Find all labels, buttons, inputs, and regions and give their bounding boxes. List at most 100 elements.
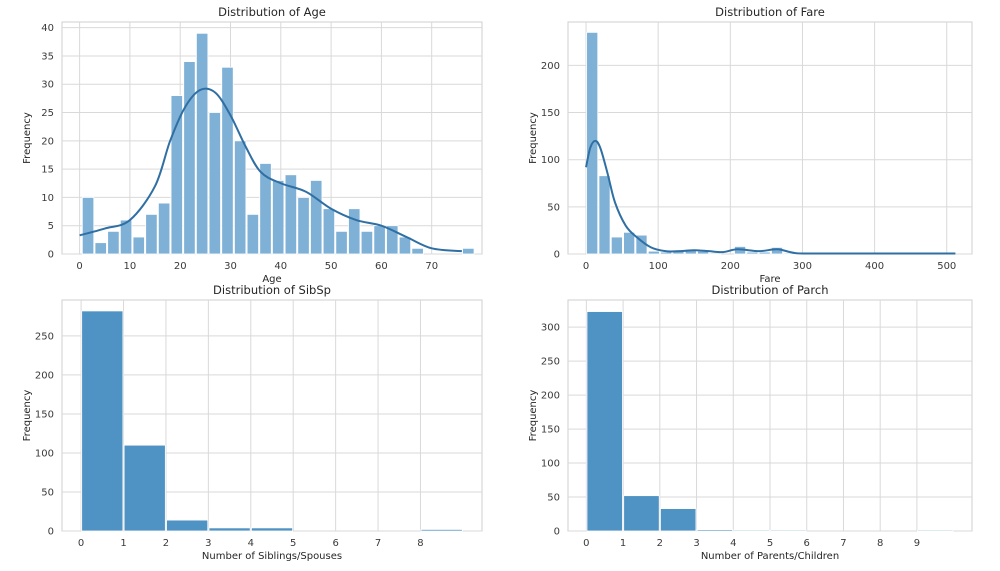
chart-sibsp: 0 50 100 150 200 250 0 1 2 3 4 5 6 7 8 Distribution of …	[22, 283, 483, 562]
histogram-bar	[322, 208, 336, 255]
histogram-bar	[411, 247, 424, 255]
histogram-bar	[733, 529, 770, 532]
histogram-bar	[221, 66, 234, 255]
x-tick-label: 6	[332, 538, 338, 549]
x-axis-label: Fare	[759, 274, 780, 285]
y-tick-label: 15	[41, 165, 54, 176]
y-axis-label: Frequency	[22, 112, 33, 164]
x-tick-label: 60	[375, 261, 388, 272]
histogram-bar	[709, 252, 722, 255]
histogram-bar	[94, 242, 107, 255]
x-tick-label: 0	[583, 538, 589, 549]
kde-line	[79, 87, 462, 253]
x-tick-label: 50	[325, 261, 338, 272]
y-tick-label: 0	[554, 250, 560, 261]
y-tick-label: 150	[541, 425, 560, 436]
y-axis-label: Frequency	[528, 112, 539, 164]
histogram-bar	[81, 310, 124, 532]
y-tick-label: 50	[547, 202, 560, 213]
y-tick-label: 0	[48, 250, 54, 261]
histogram-bar	[310, 180, 323, 255]
y-axis-label: Frequency	[22, 390, 33, 442]
x-tick-label: 9	[914, 538, 920, 549]
y-tick-label: 0	[48, 527, 54, 538]
histogram-bar	[132, 236, 145, 255]
histogram-bar	[183, 61, 196, 255]
y-tick-label: 200	[541, 391, 560, 402]
y-tick-label: 100	[35, 448, 54, 459]
histogram-bar	[373, 225, 386, 255]
y-tick-label: 250	[541, 357, 560, 368]
histogram-bar	[398, 236, 412, 255]
x-tick-label: 6	[804, 538, 810, 549]
x-tick-label: 1	[120, 538, 126, 549]
histogram-bar	[234, 140, 247, 255]
y-tick-label: 30	[41, 80, 54, 91]
histogram-bar	[586, 311, 623, 532]
x-tick-label: 400	[865, 261, 884, 272]
x-axis-label: Number of Parents/Children	[701, 551, 839, 562]
histogram-bar	[623, 495, 660, 532]
histogram-bar	[917, 529, 954, 532]
y-tick-label: 150	[35, 409, 54, 420]
x-tick-label: 200	[721, 261, 740, 272]
y-tick-label: 200	[35, 370, 54, 381]
histogram-bar	[272, 180, 285, 255]
y-tick-label: 50	[41, 487, 54, 498]
histogram-bar	[386, 225, 399, 255]
plot-area	[61, 21, 483, 255]
histogram-bar	[145, 213, 158, 255]
histogram-bar	[348, 208, 361, 255]
x-tick-label: 7	[375, 538, 381, 549]
y-tick-label: 150	[541, 108, 560, 119]
histogram-bar	[297, 197, 310, 255]
histogram-bar	[166, 519, 209, 532]
histogram-bar	[157, 202, 171, 255]
x-tick-label: 2	[657, 538, 663, 549]
y-tick-label: 0	[554, 527, 560, 538]
x-tick-label: 8	[417, 538, 423, 549]
y-tick-label: 50	[547, 493, 560, 504]
histogram-bar	[123, 444, 166, 532]
histogram-bar	[647, 250, 660, 255]
chart-title: Distribution of Parch	[711, 283, 828, 297]
chart-parch: 0 50 100 150 200 250 300 0 1 2 3 4 5 6 7 8 9 Distribution…	[528, 283, 973, 562]
x-axis-label: Number of Siblings/Spouses	[202, 551, 342, 562]
histogram-bar	[250, 527, 294, 532]
y-tick-label: 40	[41, 23, 54, 34]
histogram-bar	[195, 32, 209, 255]
y-tick-label: 5	[48, 221, 54, 232]
histogram-bar	[81, 197, 95, 255]
histogram-bar	[462, 247, 475, 255]
histogram-bar	[208, 527, 251, 532]
x-tick-label: 4	[248, 538, 254, 549]
chart-title: Distribution of Age	[218, 5, 326, 19]
chart-age: 0 5 10 15 20 25 30 35 40 0 10 20 30 40 50 60 70 Distribut…	[22, 5, 483, 285]
histogram-bar	[758, 251, 771, 255]
chart-fare: 0 50 100 150 200 0 100 200 300 400 500 Distribution…	[528, 5, 973, 285]
histogram-bar	[598, 175, 611, 255]
x-tick-label: 3	[693, 538, 699, 549]
y-tick-label: 100	[541, 459, 560, 470]
plot-area	[567, 21, 973, 255]
x-tick-label: 40	[274, 261, 287, 272]
chart-title: Distribution of SibSp	[213, 283, 331, 297]
histogram-bar	[119, 219, 133, 255]
histogram-bar	[746, 251, 759, 255]
histogram-bar	[610, 236, 623, 255]
chart-title: Distribution of Fare	[715, 5, 825, 19]
histogram-bar	[107, 230, 120, 255]
x-tick-label: 20	[174, 261, 187, 272]
x-axis-label: Age	[262, 274, 281, 285]
x-tick-label: 5	[290, 538, 296, 549]
histogram-bar	[623, 231, 636, 255]
y-axis-label: Frequency	[528, 390, 539, 442]
x-tick-label: 3	[205, 538, 211, 549]
x-tick-label: 2	[163, 538, 169, 549]
x-tick-label: 100	[649, 261, 668, 272]
y-tick-label: 20	[41, 136, 54, 147]
y-tick-label: 100	[541, 155, 560, 166]
histogram-bar	[770, 529, 807, 532]
histogram-bar	[246, 213, 259, 255]
